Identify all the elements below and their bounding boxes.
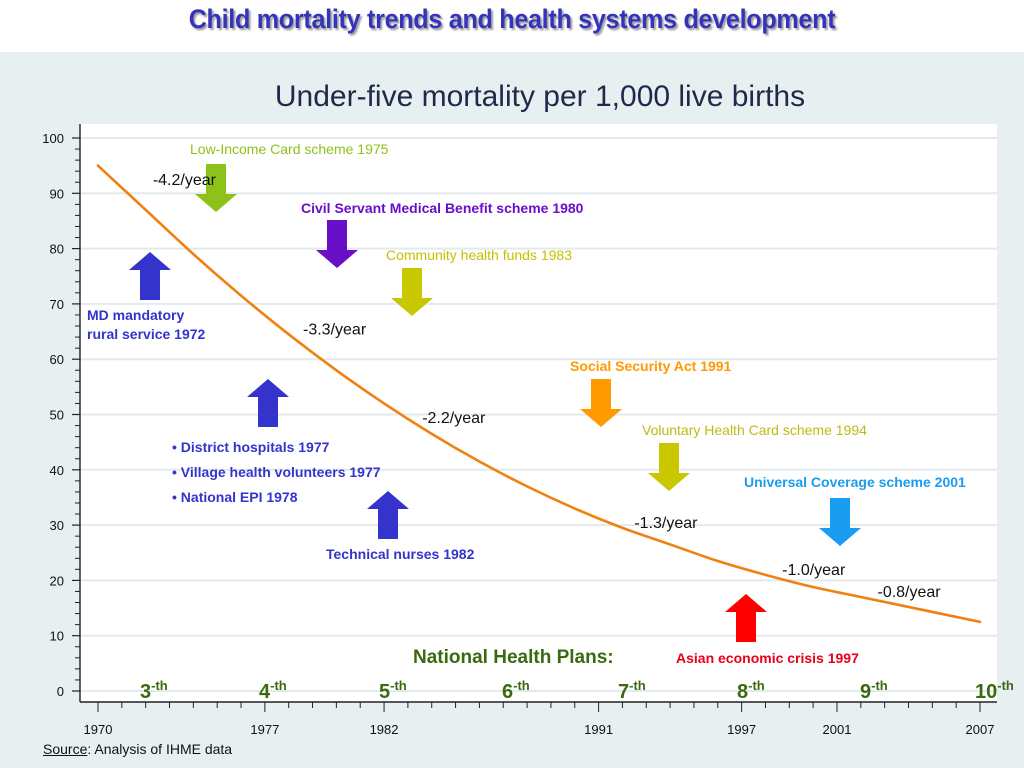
y-tick-label: 70: [50, 297, 64, 312]
chart-title: Under-five mortality per 1,000 live birt…: [274, 80, 806, 113]
y-tick-label: 40: [50, 463, 64, 478]
y-tick-label: 50: [50, 408, 64, 423]
arrow-down-icon: [580, 379, 622, 427]
annotation-low-income-card: Low-Income Card scheme 1975: [190, 141, 389, 157]
y-tick-label: 10: [50, 629, 64, 644]
arrow-down-icon: [316, 220, 358, 268]
x-tick-label: 1991: [584, 722, 613, 737]
plan-suffix: -th: [270, 678, 287, 693]
arrow-up-icon: [129, 252, 171, 300]
x-tick-label: 1977: [250, 722, 279, 737]
plan-suffix: -th: [871, 678, 888, 693]
annotation-md-line1: MD mandatory: [87, 307, 185, 323]
x-tick-label: 2001: [823, 722, 852, 737]
rate-label: -3.3/year: [303, 321, 367, 338]
annotation-universal-coverage: Universal Coverage scheme 2001: [744, 474, 966, 490]
header-bar: [0, 0, 1024, 52]
plan-number: 7: [618, 681, 629, 703]
plan-number: 4: [259, 681, 271, 703]
plan-marker: 9-th: [860, 678, 888, 703]
annotation-national-epi: • National EPI 1978: [172, 489, 298, 505]
plan-suffix: -th: [997, 678, 1014, 693]
plan-number: 3: [140, 681, 151, 703]
annotation-voluntary-health-card: Voluntary Health Card scheme 1994: [642, 422, 867, 438]
plan-suffix: -th: [748, 678, 765, 693]
rate-label: -4.2/year: [153, 172, 217, 189]
annotation-bullets: • District hospitals 1977 • Village heal…: [172, 435, 381, 510]
arrow-down-icon: [648, 443, 690, 491]
y-tick-label: 90: [50, 186, 64, 201]
x-tick-label: 1997: [727, 722, 756, 737]
annotation-social-security: Social Security Act 1991: [570, 358, 732, 374]
plan-number: 6: [502, 681, 513, 703]
annotation-village-health-volunteers: • Village health volunteers 1977: [172, 464, 381, 480]
plan-number: 9: [860, 681, 871, 703]
arrow-down-icon: [195, 164, 237, 212]
plan-number: 10: [975, 681, 997, 703]
arrow-down-icon: [391, 268, 433, 316]
plan-marker: 10-th: [975, 678, 1014, 703]
y-tick-label: 0: [57, 684, 64, 699]
arrow-up-icon: [247, 379, 289, 427]
rate-label: -0.8/year: [877, 584, 941, 601]
plan-marker: 6-th: [502, 678, 530, 703]
rate-label: -2.2/year: [422, 410, 486, 427]
annotation-technical-nurses: Technical nurses 1982: [326, 546, 475, 562]
national-health-plans-label: National Health Plans:: [413, 647, 614, 668]
annotation-district-hospitals: • District hospitals 1977: [172, 439, 330, 455]
x-tick-label: 2007: [966, 722, 995, 737]
plan-number: 8: [737, 681, 748, 703]
page-title: Child mortality trends and health system…: [188, 4, 836, 34]
y-tick-label: 60: [50, 352, 64, 367]
source-text: : Analysis of IHME data: [87, 741, 233, 757]
arrow-up-icon: [725, 594, 767, 642]
annotation-asian-crisis: Asian economic crisis 1997: [676, 650, 859, 666]
plan-marker: 5-th: [379, 678, 407, 703]
plot-area: [80, 124, 997, 702]
plan-marker: 8-th: [737, 678, 765, 703]
y-tick-label: 80: [50, 242, 64, 257]
plan-marker: 4-th: [259, 678, 287, 703]
mortality-line: [96, 164, 982, 624]
rate-label: -1.3/year: [634, 515, 698, 532]
arrow-down-icon: [819, 498, 861, 546]
x-tick-label: 1982: [370, 722, 399, 737]
plan-number: 5: [379, 681, 390, 703]
source-note: Source: Analysis of IHME data: [43, 741, 232, 757]
annotation-civil-servant: Civil Servant Medical Benefit scheme 198…: [301, 200, 584, 216]
y-tick-label: 20: [50, 573, 64, 588]
annotation-md-mandatory: MD mandatory rural service 1972: [87, 306, 205, 344]
plan-suffix: -th: [629, 678, 646, 693]
plan-suffix: -th: [513, 678, 530, 693]
x-tick-label: 1970: [84, 722, 113, 737]
y-tick-label: 100: [42, 131, 64, 146]
y-tick-label: 30: [50, 518, 64, 533]
arrow-up-icon: [367, 491, 409, 539]
annotation-community-health-funds: Community health funds 1983: [386, 247, 572, 263]
plan-marker: 3-th: [140, 678, 168, 703]
plan-marker: 7-th: [618, 678, 646, 703]
annotation-md-line2: rural service 1972: [87, 326, 206, 342]
source-label: Source: [43, 741, 88, 757]
plan-suffix: -th: [390, 678, 407, 693]
rate-label: -1.0/year: [782, 562, 846, 579]
plan-suffix: -th: [151, 678, 168, 693]
